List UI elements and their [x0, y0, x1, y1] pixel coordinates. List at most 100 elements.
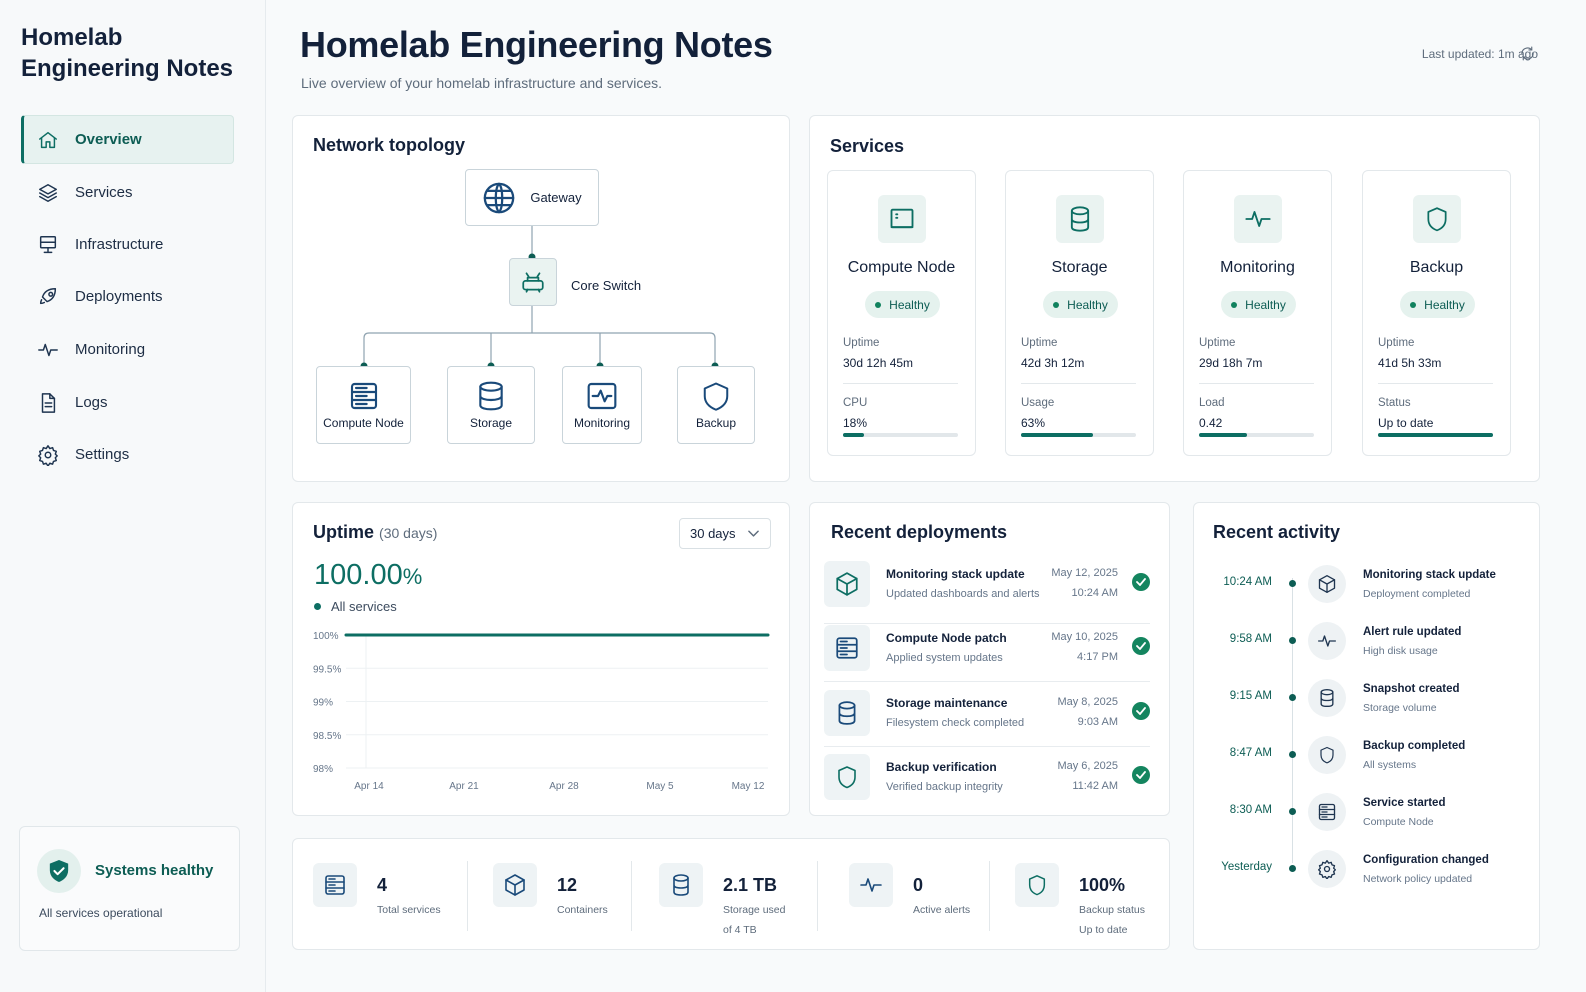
- stat-label: Total services: [377, 904, 441, 916]
- sidebar-item-deployments[interactable]: Deployments: [21, 272, 234, 321]
- y-tick-label: 100%: [313, 631, 339, 642]
- legend-swatch: [314, 603, 321, 610]
- status-badge: Healthy: [1400, 291, 1475, 318]
- cube-icon: [1318, 575, 1336, 593]
- service-card-backup[interactable]: Backup Healthy Uptime 41d 5h 33m Status …: [1362, 170, 1511, 456]
- monitor-icon: [39, 235, 57, 253]
- stats-card: 4 Total services 12 Containers 2.1 TB St…: [292, 838, 1170, 950]
- topology-node-compute[interactable]: Compute Node: [316, 366, 411, 444]
- x-tick-label: May 5: [646, 781, 674, 792]
- page-subtitle: Live overview of your homelab infrastruc…: [301, 75, 663, 91]
- topology-node-gateway[interactable]: Gateway: [465, 169, 599, 226]
- shield-icon: [838, 766, 856, 789]
- uptime-number: 100.00: [314, 559, 403, 591]
- sidebar-item-monitoring[interactable]: Monitoring: [21, 325, 234, 374]
- activity-subtitle: Storage volume: [1363, 702, 1437, 714]
- metric-label: Uptime: [843, 337, 880, 349]
- deployment-date: May 8, 2025: [1057, 696, 1118, 708]
- database-icon: [838, 701, 856, 725]
- x-tick-label: May 12: [732, 781, 765, 792]
- card-title: Recent deployments: [831, 522, 1008, 542]
- progress-fill: [1378, 433, 1493, 437]
- service-name: Storage: [1051, 259, 1108, 276]
- sidebar-item-overview[interactable]: Overview: [21, 115, 234, 164]
- deployment-row[interactable]: Compute Node patch Applied system update…: [824, 617, 1150, 681]
- range-select[interactable]: 30 days: [679, 518, 771, 549]
- stat-value: 2.1 TB: [723, 875, 778, 895]
- metric-value: 29d 18h 7m: [1199, 356, 1263, 370]
- cube-icon: [505, 874, 525, 896]
- refresh-icon[interactable]: [1519, 45, 1536, 62]
- metric-value: 42d 3h 12m: [1021, 356, 1085, 370]
- topology-node-monitoring[interactable]: Monitoring: [562, 366, 642, 444]
- card-title: Recent activity: [1213, 522, 1341, 542]
- activity-subtitle: Network policy updated: [1363, 873, 1473, 885]
- router-icon: [522, 272, 544, 293]
- metric-label: Usage: [1021, 397, 1055, 409]
- deployment-row[interactable]: Storage maintenance Filesystem check com…: [824, 682, 1150, 746]
- activity-title: Snapshot created: [1363, 683, 1460, 695]
- service-card-monitoring[interactable]: Monitoring Healthy Uptime 29d 18h 7m Loa…: [1183, 170, 1332, 456]
- activity-subtitle: Deployment completed: [1363, 588, 1471, 600]
- progress-bar: [843, 433, 958, 437]
- deployment-row[interactable]: Monitoring stack update Updated dashboar…: [824, 553, 1150, 617]
- topology-node-storage[interactable]: Storage: [447, 366, 535, 444]
- sidebar-item-label: Logs: [75, 394, 108, 411]
- activity-item[interactable]: 9:15 AM Snapshot created Storage volume: [1194, 679, 1540, 738]
- activity-time: 8:47 AM: [1229, 747, 1272, 759]
- check-icon: [1132, 702, 1150, 720]
- stat-value: 12: [557, 875, 578, 895]
- service-name: Monitoring: [1220, 259, 1295, 276]
- stat-label: Active alerts: [913, 904, 971, 916]
- activity-item[interactable]: 10:24 AM Monitoring stack update Deploym…: [1194, 565, 1540, 624]
- activity-time: Yesterday: [1221, 861, 1272, 873]
- topology-node-backup[interactable]: Backup: [677, 366, 755, 444]
- node-label: Gateway: [530, 190, 582, 205]
- node-label: Monitoring: [573, 416, 631, 430]
- sidebar-item-logs[interactable]: Logs: [21, 378, 234, 427]
- stat-label: Storage used: [723, 904, 786, 916]
- gear-icon: [1318, 860, 1336, 879]
- gear-icon: [38, 444, 58, 466]
- y-tick-label: 99%: [313, 698, 333, 709]
- deployment-date: May 6, 2025: [1057, 760, 1118, 772]
- x-tick-label: Apr 21: [449, 781, 479, 792]
- activity-item[interactable]: 8:47 AM Backup completed All systems: [1194, 736, 1540, 795]
- stat-label: Backup status: [1079, 904, 1145, 916]
- metric-label: Uptime: [1021, 337, 1058, 349]
- activity-time: 9:58 AM: [1229, 633, 1272, 645]
- service-card-storage[interactable]: Storage Healthy Uptime 42d 3h 12m Usage …: [1005, 170, 1154, 456]
- deployment-subtitle: Verified backup integrity: [886, 781, 1003, 793]
- progress-bar: [1021, 433, 1136, 437]
- deployment-time: 10:24 AM: [1071, 587, 1118, 599]
- metric-label: Status: [1378, 397, 1411, 409]
- deployment-row[interactable]: Backup verification Verified backup inte…: [824, 746, 1150, 810]
- activity-time: 9:15 AM: [1229, 690, 1272, 702]
- network-topology-card: Network topology Gateway Core Switch Com…: [292, 115, 790, 482]
- service-card-compute[interactable]: Compute Node Healthy Uptime 30d 12h 45m …: [827, 170, 976, 456]
- server-icon: [1318, 803, 1336, 821]
- activity-item[interactable]: Yesterday Configuration changed Network …: [1194, 850, 1540, 909]
- sidebar-item-settings[interactable]: Settings: [21, 430, 234, 479]
- range-select-value: 30 days: [690, 526, 736, 541]
- brand-title: Homelab Engineering Notes: [21, 24, 234, 82]
- sidebar-item-services[interactable]: Services: [21, 168, 234, 217]
- database-icon: [1070, 206, 1090, 232]
- uptime-chart: 100% 99.5% 99% 98.5% 98% Apr 14 Apr 21 Apr 28 Ma…: [313, 631, 770, 792]
- uptime-title: Uptime: [313, 522, 375, 542]
- sidebar-item-infrastructure[interactable]: Infrastructure: [21, 220, 234, 269]
- timeline-line: [1292, 578, 1293, 863]
- stat-value: 4: [377, 875, 388, 895]
- activity-title: Backup completed: [1363, 740, 1466, 752]
- stat-sublabel: Up to date: [1079, 924, 1128, 936]
- stat-value: 0: [913, 875, 924, 895]
- deployment-time: 4:17 PM: [1077, 651, 1118, 663]
- metric-value: 41d 5h 33m: [1378, 356, 1442, 370]
- pulse-icon: [1318, 635, 1336, 647]
- health-title: Systems healthy: [95, 862, 214, 879]
- activity-item[interactable]: 8:30 AM Service started Compute Node: [1194, 793, 1540, 852]
- progress-bar: [1199, 433, 1314, 437]
- activity-item[interactable]: 9:58 AM Alert rule updated High disk usa…: [1194, 622, 1540, 681]
- sidebar-item-label: Deployments: [75, 288, 163, 305]
- topology-node-core-switch[interactable]: [509, 258, 557, 306]
